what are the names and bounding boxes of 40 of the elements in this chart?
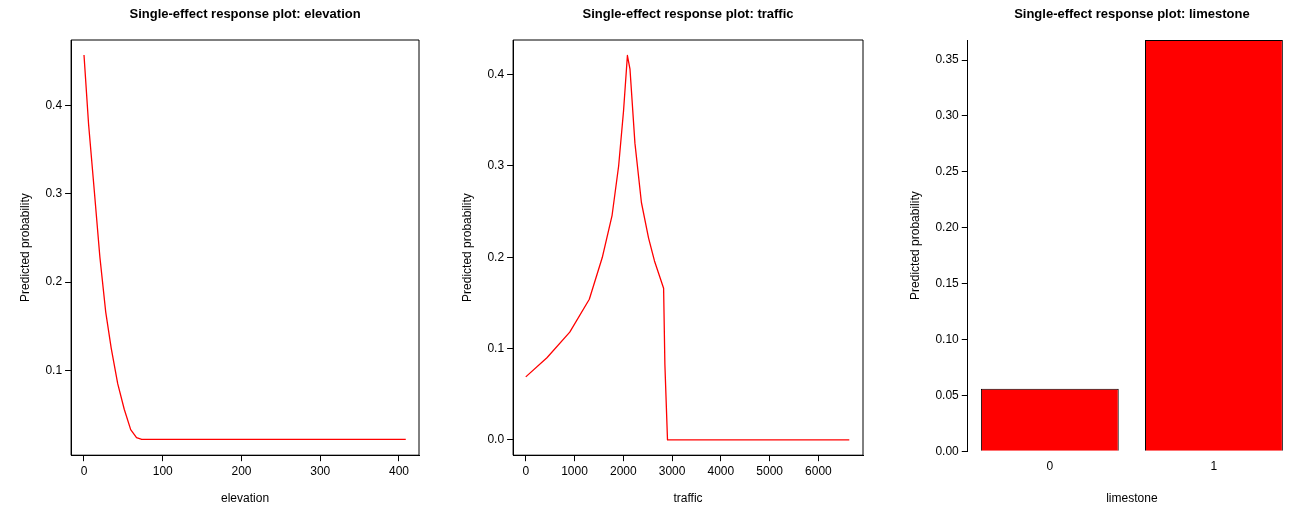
- y-tick-label: 0.00: [935, 443, 960, 458]
- x-axis-title: traffic: [673, 491, 703, 506]
- y-axis-title: Predicted probability: [17, 193, 32, 302]
- x-tick-label: 6000: [805, 463, 833, 478]
- x-tick-label: 200: [231, 463, 252, 478]
- y-tick-label: 0.35: [935, 52, 960, 67]
- x-axis-title: elevation: [221, 491, 270, 506]
- y-tick-label: 0.15: [935, 275, 960, 290]
- y-tick-label: 0.3: [487, 158, 505, 173]
- x-axis-title: limestone: [1106, 491, 1158, 506]
- x-tick-label: 400: [388, 463, 410, 478]
- x-tick-label: 3000: [658, 463, 686, 478]
- y-tick-label: 0.3: [45, 186, 63, 201]
- x-tick-label: 300: [310, 463, 331, 478]
- y-tick-label: 0.4: [487, 67, 505, 81]
- chart-title: Single-effect response plot: limestone: [1014, 5, 1250, 21]
- y-tick-label: 0.20: [935, 220, 960, 235]
- y-tick-label: 0.2: [45, 274, 63, 289]
- chart-title: Single-effect response plot: traffic: [582, 5, 794, 21]
- x-tick-label: 4000: [707, 463, 735, 478]
- chart-title: Single-effect response plot: elevation: [129, 5, 361, 21]
- y-tick-label: 0.0: [487, 432, 505, 447]
- y-tick-label: 0.1: [45, 362, 63, 377]
- x-tick-label: 0: [80, 463, 88, 478]
- y-tick-label: 0.1: [487, 340, 505, 355]
- y-tick-label: 0.10: [935, 331, 960, 346]
- y-tick-label: 0.2: [487, 249, 505, 264]
- y-axis-title: Predicted probability: [907, 191, 922, 300]
- y-tick-label: 0.05: [935, 387, 960, 402]
- x-tick-label: 1: [1210, 458, 1218, 473]
- y-axis-title: Predicted probability: [459, 193, 474, 302]
- y-tick-label: 0.30: [935, 108, 960, 123]
- x-tick-label: 1000: [561, 463, 589, 478]
- x-tick-label: 2000: [609, 463, 637, 478]
- x-tick-label: 0: [1046, 458, 1054, 473]
- x-tick-label: 100: [152, 463, 174, 478]
- y-tick-label: 0.4: [45, 97, 63, 112]
- x-tick-label: 5000: [756, 463, 784, 478]
- y-tick-label: 0.25: [935, 164, 960, 179]
- x-tick-label: 0: [522, 463, 530, 478]
